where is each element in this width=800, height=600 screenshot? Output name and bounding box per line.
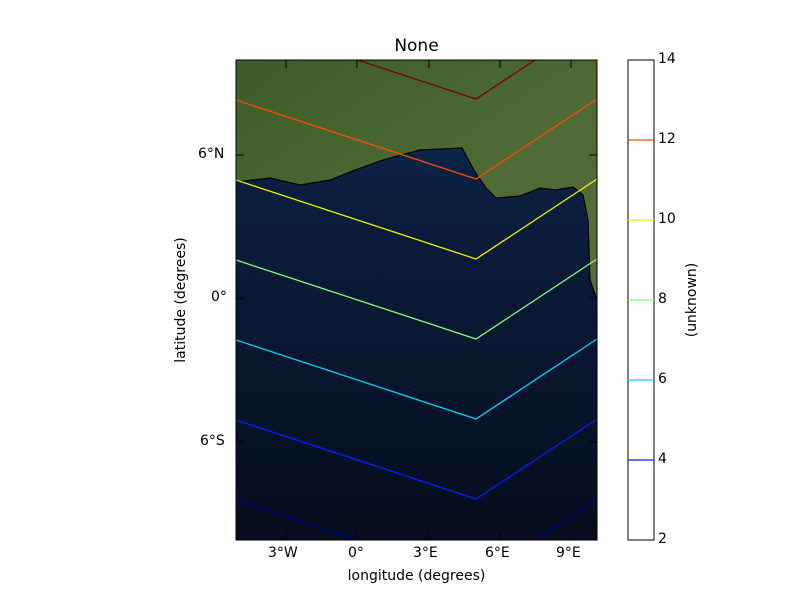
colorbar-lines [628, 139, 654, 461]
map-frame [235, 59, 598, 541]
contour-line-10 [236, 178, 597, 260]
coastline [236, 147, 597, 301]
x-tick-label: 9°E [556, 545, 581, 561]
colorbar-tick-label: 6 [658, 371, 667, 387]
colorbar-label: (unknown) [684, 262, 700, 338]
colorbar-tick-label: 8 [658, 291, 667, 307]
contour-line-8 [236, 258, 597, 340]
y-axis-label: latitude (degrees) [173, 237, 189, 363]
colorbar-tick-label: 2 [658, 531, 667, 547]
contour-line-12 [236, 98, 597, 180]
contour-lines [236, 60, 597, 540]
x-axis-label: longitude (degrees) [347, 568, 486, 584]
colorbar-tick-label: 4 [658, 451, 667, 467]
x-axis-ticks [285, 60, 572, 540]
colorbar-tick-label: 12 [658, 131, 676, 147]
land-area [236, 60, 597, 300]
contour-line-4 [236, 418, 597, 500]
y-axis-ticks [236, 154, 597, 443]
x-tick-label: 0° [348, 545, 364, 561]
colorbar-tick-label: 10 [658, 211, 676, 227]
contour-line-14 [355, 60, 537, 100]
x-tick-label: 3°E [413, 545, 438, 561]
map-panel [236, 60, 597, 540]
contour-line-6 [236, 338, 597, 420]
x-tick-label: 6°E [485, 545, 510, 561]
chart-title: None [394, 36, 439, 56]
y-tick-label: 0° [211, 289, 227, 305]
colorbar-tick-label: 14 [658, 51, 676, 67]
x-tick-label: 3°W [268, 545, 298, 561]
y-tick-label: 6°N [198, 146, 225, 162]
y-tick-label: 6°S [200, 433, 225, 449]
contour-line-2 [236, 498, 597, 540]
